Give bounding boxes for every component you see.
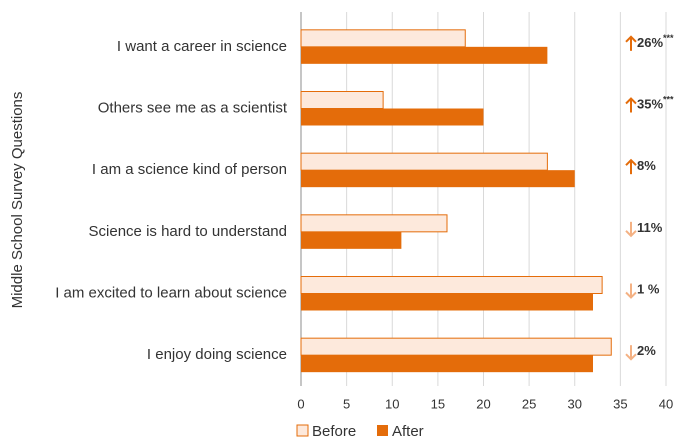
change-value: 35% bbox=[637, 97, 663, 112]
bar bbox=[301, 170, 575, 188]
change-label: 11% bbox=[637, 220, 663, 235]
arrow-head bbox=[625, 291, 637, 299]
y-tick-label: Others see me as a scientist bbox=[98, 99, 288, 116]
bar bbox=[300, 152, 548, 171]
significance: *** bbox=[663, 95, 674, 105]
arrow-head bbox=[625, 353, 637, 361]
y-tick-label: I am a science kind of person bbox=[92, 161, 287, 178]
arrow-head bbox=[625, 35, 637, 43]
change-arrow bbox=[625, 97, 637, 113]
bar bbox=[301, 231, 402, 249]
change-arrow bbox=[625, 283, 637, 299]
x-tick-label: 15 bbox=[431, 396, 445, 411]
legend-label: After bbox=[392, 423, 424, 440]
change-label: 1 % bbox=[637, 282, 660, 297]
change-label: 8% bbox=[637, 159, 656, 174]
y-tick-label: Science is hard to understand bbox=[89, 223, 287, 240]
x-tick-label: 30 bbox=[568, 396, 582, 411]
bar bbox=[301, 46, 548, 64]
bar bbox=[300, 214, 448, 233]
x-tick-label: 5 bbox=[343, 396, 350, 411]
change-label: 2% bbox=[637, 344, 656, 359]
y-tick-label: I want a career in science bbox=[117, 38, 287, 55]
x-tick-label: 35 bbox=[613, 396, 627, 411]
change-label: 35%*** bbox=[637, 95, 674, 112]
x-tick-label: 20 bbox=[476, 396, 490, 411]
significance: *** bbox=[663, 33, 674, 43]
bar bbox=[301, 293, 593, 311]
y-tick-label: I enjoy doing science bbox=[147, 346, 287, 363]
change-value: 2% bbox=[637, 344, 656, 359]
legend-swatch bbox=[377, 425, 388, 436]
change-arrow bbox=[625, 158, 637, 175]
change-value: 8% bbox=[637, 159, 656, 174]
bar bbox=[300, 337, 612, 356]
bar bbox=[300, 276, 603, 294]
change-value: 11% bbox=[637, 220, 663, 235]
change-arrow bbox=[625, 35, 637, 51]
arrow-head bbox=[625, 230, 637, 238]
bar bbox=[301, 355, 593, 373]
arrow-head bbox=[625, 97, 637, 105]
change-arrow bbox=[625, 345, 637, 361]
legend-label: Before bbox=[312, 423, 356, 440]
y-axis-title: Middle School Survey Questions bbox=[9, 92, 26, 309]
arrow-head bbox=[625, 158, 637, 166]
change-value: 1 % bbox=[637, 282, 660, 297]
y-tick-label: I am excited to learn about science bbox=[55, 284, 287, 301]
change-label: 26%*** bbox=[637, 33, 674, 50]
bar bbox=[300, 29, 466, 48]
change-value: 26% bbox=[637, 35, 663, 50]
x-tick-label: 25 bbox=[522, 396, 536, 411]
bar bbox=[301, 108, 484, 126]
x-tick-label: 40 bbox=[659, 396, 673, 411]
change-arrow bbox=[625, 221, 637, 238]
legend-swatch bbox=[296, 424, 309, 437]
x-tick-label: 10 bbox=[385, 396, 399, 411]
bar bbox=[300, 91, 384, 109]
x-tick-label: 0 bbox=[297, 396, 304, 411]
